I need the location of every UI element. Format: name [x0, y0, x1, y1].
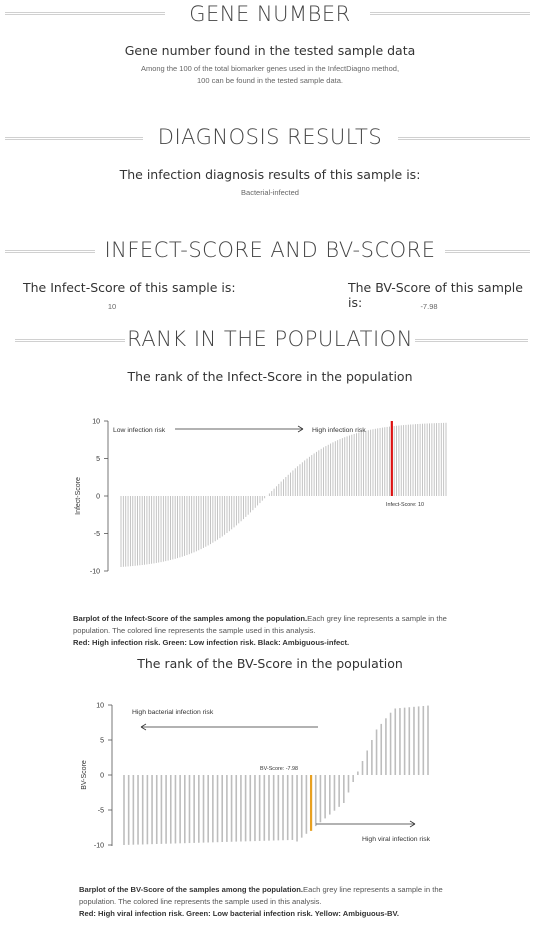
- rank-header: RANK IN THE POPULATION: [0, 327, 540, 353]
- gene-number-header: GENE NUMBER: [0, 0, 540, 26]
- bv-caption-text: Each grey line represents a sample in th…: [79, 885, 443, 906]
- bv-y-tick-label: 10: [96, 703, 104, 710]
- scores-title: INFECT-SCORE AND BV-SCORE: [104, 238, 436, 262]
- bv-caption: Barplot of the BV-Score of the samples a…: [79, 884, 474, 920]
- header-rule-left: [5, 137, 143, 140]
- bv-chart-title: The rank of the BV-Score in the populati…: [137, 656, 403, 671]
- header-rule-left: [5, 250, 95, 253]
- header-rule-right: [370, 12, 530, 15]
- diagnosis-result: Bacterial-infected: [241, 188, 299, 197]
- header-rule-left: [5, 12, 165, 15]
- bv-score-chart: BV-Score -10 -5 0 5 10 High bacterial infect…: [81, 703, 431, 850]
- bv-score-value: -7.98: [420, 302, 438, 311]
- gene-number-subtitle: Gene number found in the tested sample d…: [124, 43, 416, 58]
- bv-bars: [123, 705, 429, 845]
- infect-y-tick-label: -5: [94, 531, 100, 538]
- infect-score-value: 10: [107, 302, 117, 311]
- header-rule-right: [415, 339, 528, 342]
- gene-number-line-1: Among the 100 of the total biomarker gen…: [140, 64, 400, 73]
- infect-score-chart: Infect-Score -10 -5 0 5 10 Low infection ris…: [75, 419, 447, 576]
- bv-caption-title: Barplot of the BV-Score of the samples a…: [79, 885, 304, 894]
- header-rule-right: [445, 250, 530, 253]
- infect-arrow-head: [297, 425, 304, 433]
- bv-y-axis-label: BV-Score: [81, 760, 88, 790]
- bv-y-tick-label: 0: [100, 773, 104, 780]
- bv-highlight-label: BV-Score: -7.98: [260, 766, 298, 772]
- infect-caption: Barplot of the Infect-Score of the sampl…: [73, 613, 468, 649]
- infect-score-label: The Infect-Score of this sample is:: [23, 280, 236, 295]
- infect-chart-title: The rank of the Infect-Score in the popu…: [127, 369, 413, 384]
- rank-title: RANK IN THE POPULATION: [127, 327, 413, 351]
- infect-bars: [120, 421, 447, 567]
- bv-arrow-left-head: [140, 723, 147, 731]
- infect-caption-text: Each grey line represents a sample in th…: [73, 614, 447, 635]
- bv-y-ticks: -10 -5 0 5 10: [94, 703, 112, 850]
- bv-annotation-bacterial: High bacterial infection risk: [132, 709, 214, 716]
- infect-y-tick-label: 0: [96, 494, 100, 501]
- infect-caption-legend: Red: High infection risk. Green: Low inf…: [73, 638, 350, 647]
- bv-arrow-right-head: [409, 820, 416, 828]
- infect-caption-title: Barplot of the Infect-Score of the sampl…: [73, 614, 308, 623]
- bv-caption-legend: Red: High viral infection risk. Green: L…: [79, 909, 399, 918]
- gene-number-title: GENE NUMBER: [189, 2, 351, 26]
- infect-y-ticks: -10 -5 0 5 10: [90, 419, 108, 576]
- header-rule-left: [15, 339, 125, 342]
- bv-y-tick-label: -10: [94, 843, 104, 850]
- gene-number-line-2: 100 can be found in the tested sample da…: [197, 76, 343, 85]
- infect-y-axis-label: Infect-Score: [75, 477, 82, 515]
- bv-score-label: The BV-Score of this sample is:: [348, 280, 523, 310]
- bv-y-tick-label: 5: [100, 738, 104, 745]
- scores-header: INFECT-SCORE AND BV-SCORE: [0, 238, 540, 264]
- bv-y-tick-label: -5: [98, 808, 104, 815]
- diagnosis-title: DIAGNOSIS RESULTS: [157, 125, 383, 149]
- header-rule-right: [398, 137, 530, 140]
- infect-y-tick-label: 10: [92, 419, 100, 426]
- infect-y-tick-label: 5: [96, 456, 100, 463]
- infect-highlight-label: Infect-Score: 10: [386, 502, 424, 508]
- infect-annotation-low: Low infection risk: [113, 427, 166, 434]
- infect-annotation-high: High infection risk: [312, 427, 366, 434]
- infect-y-tick-label: -10: [90, 569, 100, 576]
- bv-annotation-viral: High viral infection risk: [362, 836, 431, 843]
- diagnosis-subtitle: The infection diagnosis results of this …: [119, 167, 421, 182]
- diagnosis-header: DIAGNOSIS RESULTS: [0, 125, 540, 151]
